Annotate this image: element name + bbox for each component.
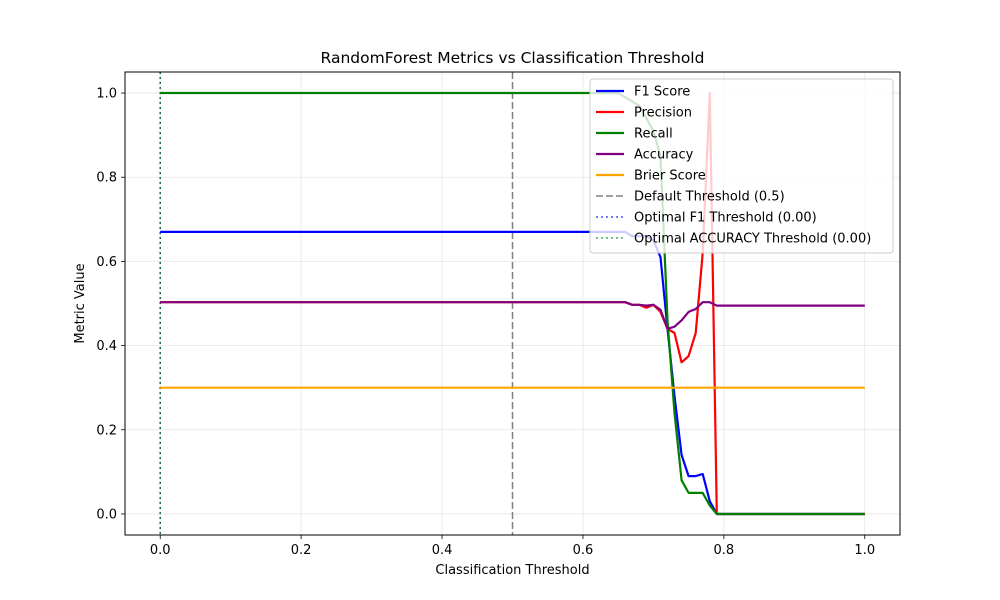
y-tick-label: 0.8 <box>96 171 117 186</box>
legend-label: Optimal ACCURACY Threshold (0.00) <box>634 232 871 247</box>
y-axis-ticks: 0.0 0.2 0.4 0.6 0.8 1.0 <box>96 87 125 522</box>
legend-label: Precision <box>634 106 692 121</box>
legend-label: Brier Score <box>634 169 706 184</box>
legend-label: F1 Score <box>634 85 690 100</box>
x-tick-label: 0.2 <box>291 543 312 558</box>
y-tick-label: 0.0 <box>96 507 117 522</box>
x-tick-label: 1.0 <box>854 543 875 558</box>
y-tick-label: 0.2 <box>96 423 117 438</box>
plot-frame <box>124 71 901 536</box>
reference-lines <box>159 72 514 535</box>
legend-label: Recall <box>634 127 673 142</box>
series-line <box>160 301 865 330</box>
x-tick-label: 0.8 <box>714 543 735 558</box>
y-tick-label: 1.0 <box>96 87 117 102</box>
chart-title: RandomForest Metrics vs Classification T… <box>321 49 705 67</box>
x-axis-ticks: 0.0 0.2 0.4 0.6 0.8 1.0 <box>150 535 875 558</box>
legend-label: Accuracy <box>634 148 694 163</box>
y-tick-label: 0.6 <box>96 255 117 270</box>
x-tick-label: 0.4 <box>432 543 453 558</box>
legend: F1 Score Precision Recall Accuracy Brier Sco… <box>589 78 894 254</box>
x-tick-label: 0.6 <box>573 543 594 558</box>
y-axis-label: Metric Value <box>73 263 88 343</box>
legend-label: Default Threshold (0.5) <box>634 190 785 205</box>
x-tick-label: 0.0 <box>150 543 171 558</box>
legend-label: Optimal F1 Threshold (0.00) <box>634 211 817 226</box>
legend-box <box>589 78 894 254</box>
y-tick-label: 0.4 <box>96 339 117 354</box>
x-axis-label: Classification Threshold <box>435 563 589 578</box>
